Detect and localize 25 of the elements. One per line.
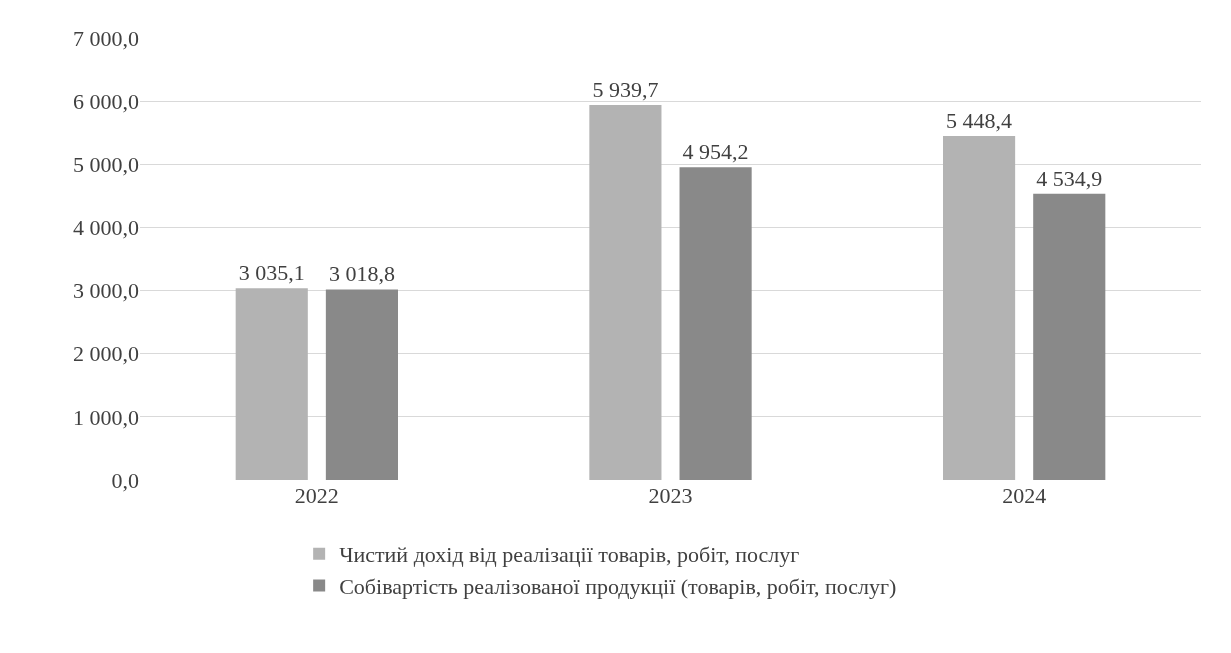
y-tick-label: 1 000,0 bbox=[73, 404, 139, 430]
data-label: 5 939,7 bbox=[592, 76, 659, 102]
x-tick-label: 2024 bbox=[1002, 483, 1047, 508]
data-label: 3 035,1 bbox=[238, 260, 305, 286]
y-tick-label: 4 000,0 bbox=[73, 215, 139, 241]
bar bbox=[589, 104, 662, 480]
data-label: 4 954,2 bbox=[682, 139, 749, 165]
data-label: 4 534,9 bbox=[1036, 165, 1103, 191]
y-tick-label: 3 000,0 bbox=[73, 278, 139, 304]
bar bbox=[235, 288, 308, 480]
y-tick-label: 5 000,0 bbox=[73, 151, 139, 177]
legend-label: Чистий дохід від реалізації товарів, робіт, послуг bbox=[339, 542, 800, 568]
y-tick-label: 6 000,0 bbox=[73, 88, 139, 114]
y-tick-label: 0,0 bbox=[111, 467, 139, 493]
x-tick-label: 2023 bbox=[648, 483, 693, 508]
legend-label: Собівартість реалізованої продукції (товарів, робіт, послуг) bbox=[339, 574, 897, 600]
y-tick-label: 2 000,0 bbox=[73, 341, 139, 367]
data-label: 3 018,8 bbox=[328, 261, 395, 287]
data-label: 5 448,4 bbox=[946, 107, 1013, 133]
bar bbox=[679, 167, 752, 480]
y-tick-label: 7 000,0 bbox=[73, 25, 139, 51]
bar bbox=[943, 135, 1016, 480]
x-tick-label: 2022 bbox=[294, 483, 339, 508]
bar bbox=[325, 289, 398, 480]
bar bbox=[1033, 193, 1106, 480]
